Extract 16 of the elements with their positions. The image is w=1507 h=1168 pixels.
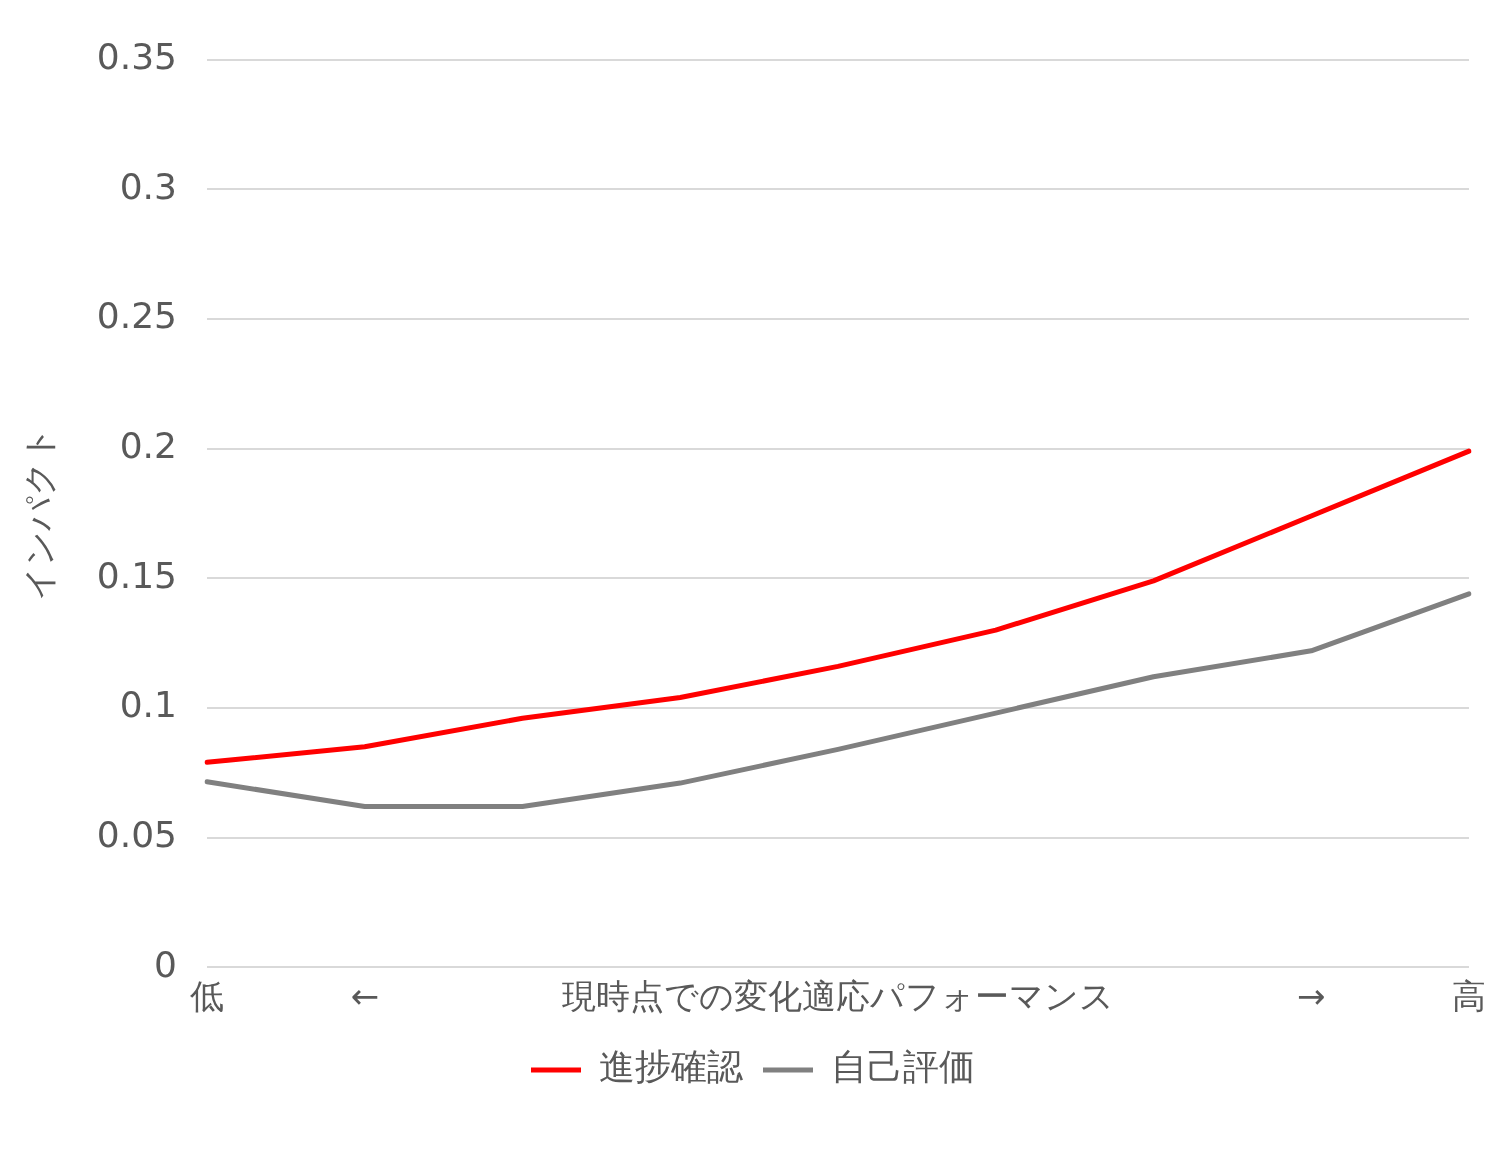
x-tick-label: → (1296, 976, 1326, 1017)
y-tick-label: 0.05 (96, 813, 177, 855)
y-tick-label: 0.2 (119, 424, 177, 466)
y-tick-label: 0.1 (119, 684, 177, 726)
x-tick-label: 現時点での変化適応パフォーマンス (561, 976, 1114, 1017)
x-tick-label: 高 (1452, 976, 1486, 1017)
legend-label: 進捗確認 (599, 1046, 743, 1088)
legend-label: 自己評価 (831, 1046, 975, 1088)
y-tick-label: 0 (154, 943, 177, 985)
y-tick-label: 0.15 (96, 554, 177, 596)
x-tick-label: 低 (189, 976, 224, 1017)
y-tick-label: 0.3 (119, 165, 177, 207)
x-tick-label: ← (350, 976, 379, 1017)
y-tick-label: 0.35 (96, 35, 177, 77)
y-axis-title: インパクト (19, 425, 60, 601)
y-tick-label: 0.25 (96, 295, 177, 337)
